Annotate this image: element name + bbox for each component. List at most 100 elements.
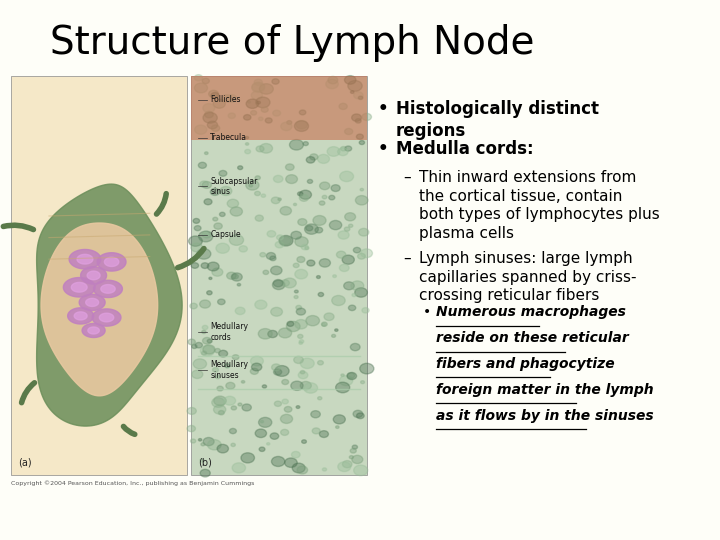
Circle shape [358,253,365,259]
Circle shape [294,290,298,293]
Circle shape [294,356,303,363]
Circle shape [263,270,269,274]
Circle shape [194,125,207,134]
Circle shape [338,462,351,471]
Circle shape [353,410,363,417]
Circle shape [258,417,272,427]
Text: Subcapsular
sinus: Subcapsular sinus [210,177,258,196]
Circle shape [218,410,224,415]
Text: Copyright ©2004 Pearson Education, Inc., publishing as Benjamin Cummings: Copyright ©2004 Pearson Education, Inc.,… [11,481,254,486]
Circle shape [259,84,274,94]
Circle shape [191,243,202,252]
Circle shape [359,140,364,145]
Circle shape [352,455,363,463]
Circle shape [293,263,299,268]
Circle shape [210,188,220,195]
Circle shape [200,469,210,477]
Polygon shape [37,184,182,426]
Circle shape [188,339,195,345]
Text: Medullary
cords: Medullary cords [210,322,248,342]
Circle shape [191,262,199,268]
Circle shape [287,321,294,326]
Circle shape [300,110,306,115]
Circle shape [300,190,312,199]
Circle shape [238,166,243,170]
Circle shape [281,280,289,286]
Circle shape [340,171,354,181]
Circle shape [318,361,323,365]
Circle shape [345,146,351,151]
Polygon shape [86,299,99,306]
Circle shape [274,401,282,407]
Circle shape [198,162,207,168]
Circle shape [297,256,305,262]
Circle shape [296,406,300,408]
Circle shape [194,75,202,81]
Circle shape [251,363,262,371]
Circle shape [328,77,338,84]
Circle shape [201,263,209,268]
Circle shape [307,179,312,184]
Circle shape [333,415,346,424]
Circle shape [252,83,264,92]
Circle shape [344,227,350,231]
Circle shape [212,368,218,372]
Circle shape [294,295,298,299]
Circle shape [207,291,212,295]
Circle shape [192,345,197,348]
Circle shape [318,293,323,296]
Circle shape [292,463,305,473]
Polygon shape [41,223,158,396]
Circle shape [322,323,325,326]
Circle shape [204,111,213,118]
Text: Capsule: Capsule [210,231,241,239]
Circle shape [255,300,267,309]
Circle shape [212,268,222,276]
Circle shape [362,113,372,120]
Circle shape [315,227,323,233]
Circle shape [310,154,318,160]
Text: (a): (a) [18,457,32,467]
Circle shape [299,342,302,345]
Circle shape [246,99,258,109]
Circle shape [359,228,369,236]
Circle shape [300,358,314,368]
Text: –: – [403,251,411,266]
Circle shape [313,215,326,225]
Circle shape [227,94,237,103]
Circle shape [209,277,212,280]
Circle shape [191,439,196,443]
Circle shape [266,443,270,445]
Text: •: • [378,100,389,118]
Circle shape [266,253,276,259]
Circle shape [345,213,356,221]
Circle shape [351,114,361,122]
Circle shape [202,78,210,84]
Circle shape [230,207,243,216]
Circle shape [319,201,325,205]
Circle shape [339,376,353,386]
Circle shape [297,334,303,339]
Circle shape [230,235,243,245]
Circle shape [272,280,285,289]
Circle shape [282,380,289,384]
Circle shape [265,118,272,123]
Circle shape [292,451,300,458]
Circle shape [333,275,336,278]
Circle shape [300,370,305,374]
Circle shape [203,437,214,446]
Circle shape [294,121,309,131]
Circle shape [306,226,312,231]
Circle shape [280,237,292,245]
Circle shape [352,445,358,449]
Circle shape [220,212,225,217]
Circle shape [215,375,220,379]
Circle shape [281,429,289,435]
Polygon shape [92,309,121,326]
Circle shape [199,231,213,242]
Circle shape [356,413,364,418]
Circle shape [336,251,346,258]
Circle shape [211,125,220,131]
Circle shape [199,438,202,441]
Circle shape [289,139,303,150]
